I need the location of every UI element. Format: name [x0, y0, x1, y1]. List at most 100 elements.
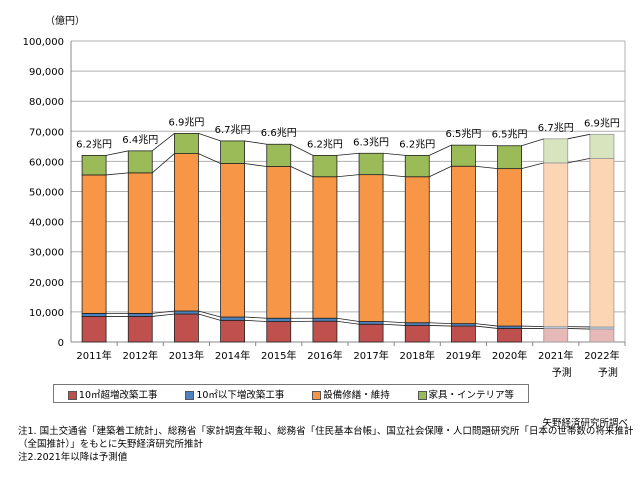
connector-line [106, 172, 129, 176]
bar-segment [312, 154, 338, 178]
bar-segment [497, 168, 522, 327]
note: 注1. 国土交通省「建築着工統計」、総務省「家計調査年報」、総務省「住民基本台帳… [18, 426, 634, 437]
x-tick-label: 2017年 [353, 349, 388, 362]
connector-line [198, 153, 221, 164]
y-tick-label: 10,000 [29, 308, 64, 319]
total-label: 6.7兆円 [538, 122, 574, 134]
bar-segment [543, 162, 569, 328]
connector-line [475, 165, 498, 170]
source: 矢野経済研究所調べ [542, 418, 628, 429]
bar-segment [358, 321, 384, 325]
bar-segment [220, 319, 245, 343]
x-tick-label: 2014年 [215, 349, 250, 362]
legend-label: 10㎡超増改築工事 [78, 389, 158, 401]
connector-line [244, 316, 267, 319]
connector-line [152, 313, 175, 317]
notes: 注1. 国土交通省「建築着工統計」、総務省「家計調査年報」、総務省「住民基本台帳… [18, 425, 633, 464]
bar-segment [312, 317, 338, 322]
bar-segment [543, 328, 569, 343]
x-tick-label: 2022年 [584, 349, 619, 362]
forecast-label: 予測 [552, 366, 572, 379]
legend-swatch [312, 390, 322, 400]
connector-line [198, 133, 221, 142]
total-label: 6.7兆円 [215, 124, 251, 136]
connector-line [383, 174, 406, 178]
total-label: 6.3兆円 [353, 136, 389, 148]
bar-segment [266, 143, 292, 167]
note: 注2.2021年以降は予測値 [18, 452, 128, 463]
legend-item: 10㎡超増改築工事 [67, 387, 158, 401]
connector-line [475, 144, 498, 147]
legend-item: 10㎡以下増改築工事 [185, 387, 284, 401]
total-label: 6.2兆円 [307, 138, 343, 150]
bar-segment [266, 321, 292, 343]
bar-segment [81, 313, 107, 317]
connector-line [198, 310, 221, 318]
bar-segment [404, 176, 430, 324]
connector-line [290, 166, 314, 178]
connector-line [152, 133, 175, 152]
legend-swatch [417, 390, 427, 400]
y-tick-label: 0 [58, 338, 64, 349]
connector-line [244, 163, 267, 167]
bar-segment [81, 154, 107, 176]
total-label: 6.6兆円 [261, 127, 297, 139]
connector-line [383, 323, 406, 326]
x-tick-label: 2012年 [123, 349, 158, 362]
legend-label: 10㎡以下増改築工事 [196, 389, 285, 401]
bar-segment [174, 310, 199, 315]
legend-item: 設備修繕・維持 [312, 387, 390, 401]
x-tick-label: 2015年 [261, 349, 296, 362]
total-label: 6.4兆円 [122, 134, 158, 146]
connector-line [106, 150, 129, 156]
x-tick-label: 2013年 [169, 349, 204, 362]
y-tick-label: 100,000 [23, 37, 64, 48]
connector-line [567, 133, 590, 140]
bar-segment [220, 163, 245, 318]
connector-line [429, 144, 452, 156]
bar-segment [266, 317, 292, 322]
connector-line [152, 310, 175, 314]
bar-segment [451, 165, 476, 325]
connector-line [429, 165, 452, 178]
connector-line [244, 140, 267, 145]
y-tick-label: 50,000 [29, 188, 64, 199]
total-label: 6.5兆円 [445, 128, 481, 140]
bar-segment [589, 157, 615, 328]
connector-line [290, 143, 314, 156]
legend-label: 設備修繕・維持 [323, 389, 390, 401]
total-label: 6.5兆円 [492, 129, 528, 141]
bar-segment [220, 316, 245, 321]
bar-segment [127, 150, 153, 174]
bar-segment [543, 138, 569, 164]
x-tick-label: 2016年 [307, 349, 342, 362]
y-tick-label: 70,000 [29, 127, 64, 138]
y-tick-label: 90,000 [29, 67, 64, 78]
connector-line [567, 328, 590, 330]
bar-segment [589, 328, 615, 343]
x-tick-label: 2011年 [76, 349, 111, 362]
bar-segment [404, 325, 430, 343]
forecast-label: 予測 [598, 366, 618, 379]
connector-line [429, 325, 452, 327]
bar-segment [451, 325, 476, 343]
bar-segment [312, 320, 338, 343]
connector-line [567, 157, 590, 164]
note: （全国推計）」をもとに矢野経済研究所推計 [18, 439, 204, 450]
connector-line [336, 152, 360, 156]
bar-segment [358, 174, 384, 322]
connector-line [475, 325, 498, 329]
y-tick-label: 20,000 [29, 278, 64, 289]
bar-segment [497, 145, 522, 170]
connector-line [521, 325, 544, 328]
bar-segment [589, 133, 615, 159]
bar-segment [127, 316, 153, 343]
connector-line [521, 138, 544, 147]
connector-line [198, 313, 221, 321]
connector-line [521, 162, 544, 170]
legend-swatch [67, 390, 77, 400]
unit-label: （億円） [45, 14, 85, 27]
bar-segment [174, 133, 199, 154]
